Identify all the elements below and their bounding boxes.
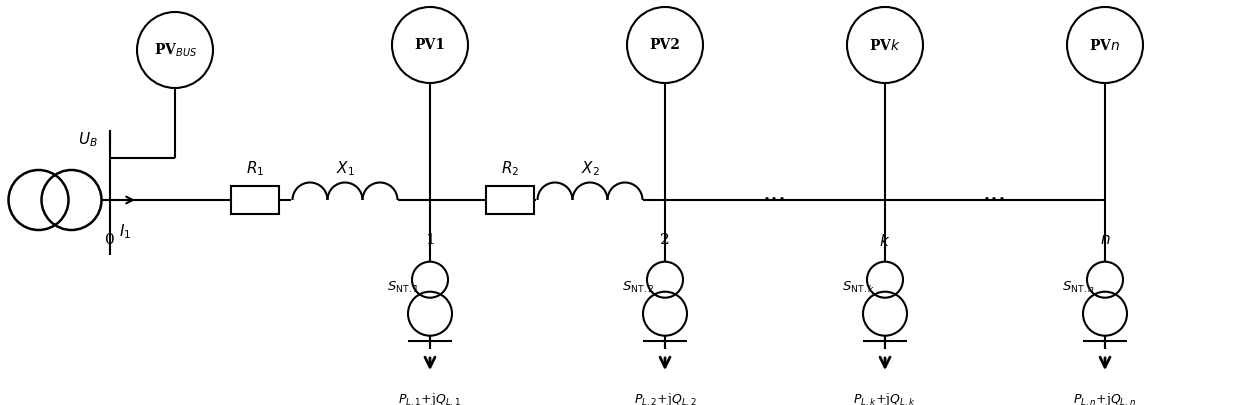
Text: $P_{L.k}$+j$Q_{L.k}$: $P_{L.k}$+j$Q_{L.k}$ <box>853 391 916 405</box>
Text: $R_1$: $R_1$ <box>246 159 264 178</box>
Text: $U_B$: $U_B$ <box>78 131 98 149</box>
Text: PV$n$: PV$n$ <box>1090 38 1121 53</box>
Circle shape <box>136 12 213 88</box>
Bar <box>486 186 534 214</box>
Text: PV$_{BUS}$: PV$_{BUS}$ <box>154 41 196 59</box>
Text: ···: ··· <box>763 188 787 211</box>
Text: $X_1$: $X_1$ <box>336 159 355 178</box>
Text: PV2: PV2 <box>650 38 681 52</box>
Bar <box>231 186 279 214</box>
Circle shape <box>847 7 923 83</box>
Circle shape <box>627 7 703 83</box>
Text: 2: 2 <box>660 233 670 247</box>
Circle shape <box>392 7 467 83</box>
Text: $S_{\mathrm{NT.2}}$: $S_{\mathrm{NT.2}}$ <box>622 279 655 294</box>
Text: $S_{\mathrm{NT.}n}$: $S_{\mathrm{NT.}n}$ <box>1061 279 1095 294</box>
Text: 0: 0 <box>105 233 115 247</box>
Text: PV$k$: PV$k$ <box>869 38 900 53</box>
Text: $S_{\mathrm{NT.}k}$: $S_{\mathrm{NT.}k}$ <box>842 279 875 294</box>
Circle shape <box>1066 7 1143 83</box>
Text: 1: 1 <box>425 233 435 247</box>
Text: $X_2$: $X_2$ <box>580 159 599 178</box>
Text: $I_1$: $I_1$ <box>119 222 131 241</box>
Text: $S_{\mathrm{NT.1}}$: $S_{\mathrm{NT.1}}$ <box>387 279 420 294</box>
Text: $R_2$: $R_2$ <box>501 159 520 178</box>
Text: $P_{L.n}$+j$Q_{L.n}$: $P_{L.n}$+j$Q_{L.n}$ <box>1074 391 1137 405</box>
Text: $n$: $n$ <box>1100 233 1110 247</box>
Text: $P_{L.2}$+j$Q_{L.2}$: $P_{L.2}$+j$Q_{L.2}$ <box>634 391 697 405</box>
Text: ···: ··· <box>983 188 1007 211</box>
Text: $k$: $k$ <box>879 233 890 249</box>
Text: $P_{L.1}$+j$Q_{L.1}$: $P_{L.1}$+j$Q_{L.1}$ <box>398 391 461 405</box>
Text: PV1: PV1 <box>414 38 445 52</box>
